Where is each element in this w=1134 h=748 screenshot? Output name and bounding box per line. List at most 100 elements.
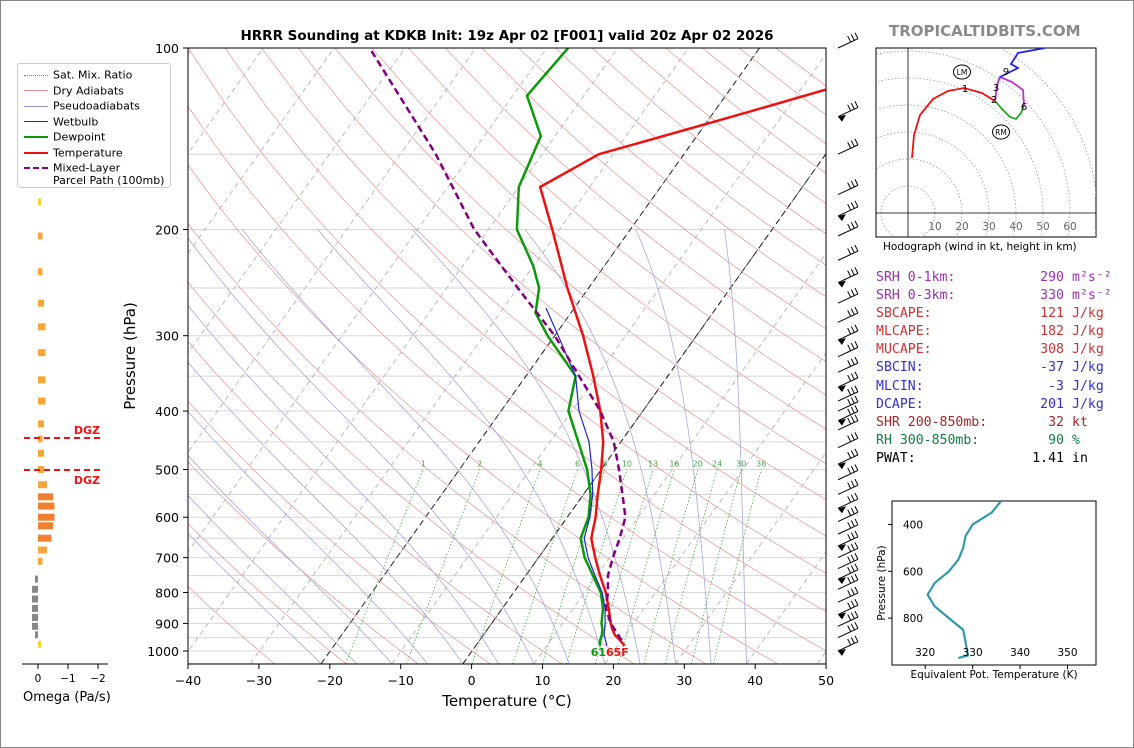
- theta-y-tick-label: 600: [903, 566, 923, 578]
- y-tick-label: 800: [155, 586, 179, 601]
- omega-bar: [38, 376, 46, 384]
- wind-barb: [837, 530, 859, 552]
- pseudoadiabat: [724, 229, 747, 664]
- hodograph-height-label: 3: [993, 83, 999, 94]
- wind-barb: [837, 220, 859, 237]
- wind-barb: [837, 610, 859, 627]
- wind-barb: [837, 138, 859, 155]
- wind-barbs: [825, 32, 859, 664]
- omega-tick-label: −1: [60, 673, 75, 685]
- hodograph-height-label: 6: [1021, 102, 1027, 113]
- mixing-ratio-label: 2: [477, 459, 482, 468]
- omega-bar: [38, 198, 41, 206]
- y-tick-label: 300: [155, 329, 179, 344]
- skewt-plot-frame: [187, 47, 827, 665]
- dry-adiabat: [188, 222, 707, 664]
- omega-bar: [38, 232, 43, 240]
- dry-adiabat: [481, 48, 826, 330]
- wind-barb: [837, 267, 859, 288]
- param-row: RH 300-850mb: 90%: [876, 433, 1112, 451]
- mixing-ratio-label: 13: [648, 459, 658, 468]
- omega-bar: [32, 595, 38, 603]
- param-label: RH 300-850mb:: [876, 432, 980, 448]
- surface-temperature-label: 65F: [606, 646, 629, 659]
- dry-adiabat: [188, 340, 563, 664]
- param-row: MUCAPE: 308 J/kg: [876, 342, 1112, 360]
- omega-tick-label: −2: [90, 673, 105, 685]
- highlight-isotherm: [320, 48, 760, 664]
- omega-bar: [38, 268, 43, 276]
- mixing-ratio-label: 6: [575, 459, 580, 468]
- legend-item: Dewpoint: [24, 130, 105, 144]
- hodograph-height-label: 1: [962, 84, 968, 95]
- wind-barb: [837, 244, 859, 261]
- theta-e-frame: [891, 500, 1097, 666]
- dry-adiabat: [261, 48, 826, 537]
- param-value: 182: [1040, 324, 1064, 340]
- hodograph-ring-label: 20: [955, 221, 968, 233]
- wind-barb: [837, 179, 859, 196]
- x-tick-label: −30: [246, 673, 272, 688]
- y-tick-label: 400: [155, 404, 179, 419]
- omega-bar: [38, 420, 44, 428]
- wind-barb: [837, 553, 859, 570]
- omega-bar: [35, 631, 38, 639]
- wind-barb: [837, 432, 859, 449]
- param-row: MLCIN: -3 J/kg: [876, 379, 1112, 397]
- param-row: MLCAPE: 182 J/kg: [876, 324, 1112, 342]
- param-unit: J/kg: [1072, 360, 1104, 376]
- wind-barb: [837, 324, 859, 346]
- wind-barb: [837, 287, 859, 304]
- param-label: MLCAPE:: [876, 324, 932, 340]
- param-label: PWAT:: [876, 450, 916, 466]
- pseudoadiabat: [188, 304, 499, 664]
- wind-barb: [837, 306, 859, 323]
- x-tick-label: −20: [317, 673, 343, 688]
- dry-adiabat: [224, 48, 826, 574]
- mixing-ratio-label: 16: [669, 459, 679, 468]
- omega-bar: [32, 585, 38, 593]
- x-tick-label: 30: [676, 673, 692, 688]
- wind-barb: [837, 573, 859, 590]
- omega-bar: [38, 557, 43, 565]
- param-row: SBCIN: -37 J/kg: [876, 360, 1112, 378]
- y-tick-label: 600: [155, 510, 179, 525]
- wind-barb: [837, 464, 859, 481]
- wind-barb: [837, 200, 859, 222]
- pseudoadiabat: [188, 532, 322, 664]
- mixing-ratio-line: [406, 469, 481, 664]
- mixing-ratio-line: [542, 469, 606, 664]
- hodograph-trace: [994, 75, 1025, 106]
- hodograph-frame: [875, 47, 1097, 238]
- hodograph-ring-label: 50: [1036, 221, 1049, 233]
- omega-bar: [38, 513, 55, 521]
- wind-barb: [837, 635, 859, 656]
- param-label: DCAPE:: [876, 396, 924, 412]
- wind-barb: [837, 101, 859, 122]
- wind-barb: [837, 385, 859, 402]
- mixing-ratio-label: 1: [421, 459, 426, 468]
- omega-bar: [38, 493, 53, 501]
- hodograph-trace: [994, 100, 1025, 121]
- skewt-legend: Sat. Mix. Ratio Dry Adiabats Pseudoadiabat…: [17, 63, 171, 188]
- pseudoadiabat: [188, 361, 464, 664]
- pseudoadiabat: [188, 410, 428, 664]
- wind-barb: [837, 341, 859, 358]
- param-row: SHR 200-850mb: 32 kt: [876, 415, 1112, 433]
- pseudoadiabat: [188, 454, 393, 664]
- pseudoadiabat: [635, 229, 712, 664]
- skewt-profile-lines: 6 1 65F: [368, 48, 826, 659]
- omega-bar: [38, 299, 44, 307]
- pseudoadiabat: [188, 495, 357, 664]
- wind-barb: [837, 599, 859, 620]
- dry-adiabat: [188, 281, 635, 664]
- y-tick-label: 100: [155, 41, 179, 56]
- omega-bar: [32, 622, 38, 630]
- dgz-label: DGZ: [74, 474, 100, 487]
- legend-item: Dry Adiabats: [24, 84, 124, 97]
- theta-e-panel: 320 330 340 350 400 600 800 Equivalent Pot. Tem…: [876, 500, 1097, 681]
- param-unit: in: [1072, 450, 1088, 466]
- mixing-ratio-label: 30: [736, 459, 746, 468]
- skewt-title: HRRR Sounding at KDKB Init: 19z Apr 02 […: [240, 28, 773, 44]
- legend-swatch: [24, 167, 48, 169]
